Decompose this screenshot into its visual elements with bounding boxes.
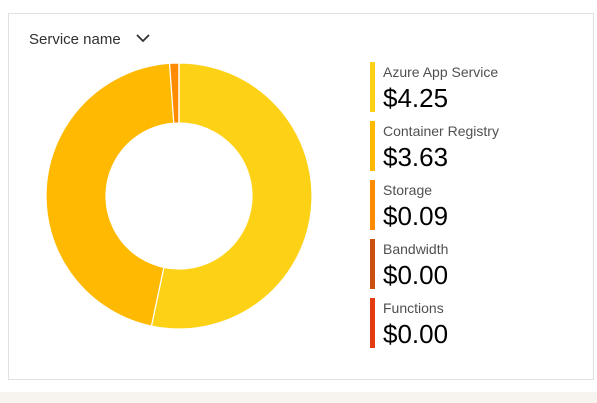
- legend-label: Azure App Service: [383, 64, 498, 80]
- legend-swatch: [370, 121, 375, 171]
- legend-value: $0.00: [383, 319, 448, 349]
- bottom-strip: [0, 392, 597, 403]
- chevron[interactable]: [136, 34, 150, 43]
- legend-label: Bandwidth: [383, 241, 448, 257]
- legend-value: $0.09: [383, 201, 448, 231]
- legend-swatch: [370, 298, 375, 348]
- slice: [45, 62, 175, 327]
- slice: [150, 62, 313, 330]
- dropdown[interactable]: Service name: [29, 31, 150, 48]
- legend-swatch: [370, 180, 375, 230]
- legend-value: $0.00: [383, 260, 448, 290]
- legend-value: $4.25: [383, 83, 448, 113]
- legend-label: Functions: [383, 300, 444, 316]
- legend: Azure App Service $4.25 Container Registry…: [370, 62, 499, 349]
- legend-swatch: [370, 239, 375, 289]
- donut: [45, 62, 313, 330]
- legend-label: Container Registry: [383, 123, 499, 139]
- legend-swatch: [370, 62, 375, 112]
- legend-label: Storage: [383, 182, 432, 198]
- legend-value: $3.63: [383, 142, 448, 172]
- chart-title[interactable]: Service name: [29, 31, 121, 48]
